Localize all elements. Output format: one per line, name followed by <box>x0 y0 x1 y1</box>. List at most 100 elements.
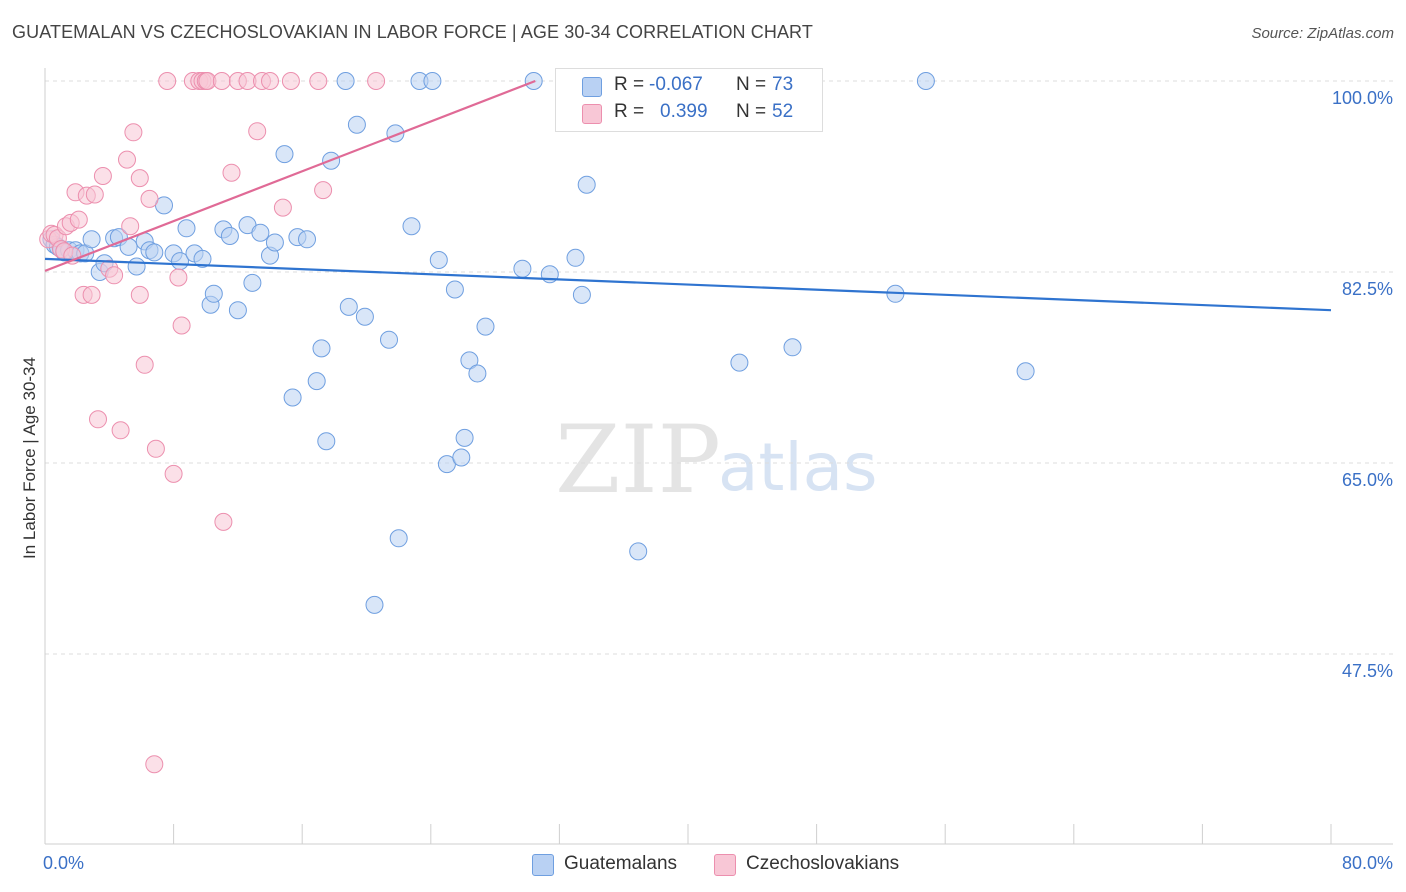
legend-r-label: R = <box>614 74 645 95</box>
czechoslovakians-point <box>82 285 101 304</box>
czechoslovakians-point <box>172 316 191 335</box>
czechoslovakians-point <box>93 167 112 185</box>
czechoslovakians-point <box>69 210 88 229</box>
guatemalans-points <box>42 72 1035 614</box>
axes <box>44 68 1393 845</box>
czechoslovakians-point <box>212 72 231 90</box>
guatemalans-point <box>228 301 247 320</box>
czechoslovakians-point <box>89 410 107 429</box>
guatemalans-point <box>452 448 471 467</box>
legend-label-guatemalans: Guatemalans <box>564 853 678 874</box>
czechoslovakians-point <box>214 512 233 531</box>
czechoslovakians-point <box>140 189 159 208</box>
guatemalans-point <box>127 257 146 276</box>
czechoslovakians-point <box>273 198 292 217</box>
czechoslovakians-point <box>158 72 177 90</box>
guatemalans-point <box>468 364 487 383</box>
tick-labels: 100.0% 82.5% 65.0% 47.5% 0.0% 80.0% <box>43 88 1393 873</box>
guatemalans-point <box>298 230 316 249</box>
watermark: ZIP atlas <box>555 406 877 515</box>
czechoslovakians-point <box>367 72 386 90</box>
watermark-zip: ZIP <box>555 406 721 515</box>
chart-title: GUATEMALAN VS CZECHOSLOVAKIAN IN LABOR F… <box>12 22 813 42</box>
guatemalans-trend-line <box>44 257 1332 312</box>
source-note: Source: ZipAtlas.com <box>1251 25 1394 42</box>
guatemalans-point <box>566 248 585 267</box>
guatemalans-point <box>389 529 408 548</box>
czechoslovakians-point <box>111 421 130 440</box>
guatemalans-point <box>380 330 398 349</box>
czechoslovakians-point <box>222 163 241 182</box>
guatemalans-point <box>336 72 355 90</box>
czechoslovakians-point <box>281 72 300 90</box>
guatemalans-point <box>145 243 164 262</box>
x-tick-label: 0.0% <box>43 853 84 873</box>
legend-n-value: 52 <box>772 101 794 122</box>
legend-label-czechoslovakians: Czechoslovakians <box>746 853 900 874</box>
czechoslovakians-point <box>118 150 136 169</box>
legend-n-label: N = <box>736 74 767 95</box>
czechoslovakians-point <box>85 185 104 204</box>
guatemalans-point <box>423 72 442 90</box>
legend-r-value: 0.399 <box>660 101 708 122</box>
guatemalans-point <box>220 227 239 245</box>
legend-r-label: R = <box>614 101 645 122</box>
guatemalans-point <box>577 175 596 194</box>
guatemalans-point <box>347 115 366 134</box>
czechoslovakians-point <box>105 266 124 285</box>
guatemalans-point <box>572 285 591 304</box>
legend-swatch-czechoslovakians <box>714 854 736 876</box>
guatemalans-point <box>365 595 384 614</box>
czechoslovakians-point <box>261 72 279 90</box>
guatemalans-point <box>339 297 358 316</box>
czechoslovakians-trend-line <box>44 79 536 272</box>
guatemalans-point <box>476 317 495 336</box>
legend-swatch-guatemalans <box>532 854 554 876</box>
legend-n-value: 73 <box>772 74 794 95</box>
czechoslovakians-point <box>124 123 143 142</box>
czechoslovakians-point <box>130 169 149 188</box>
legend-swatch-czechoslovakians <box>582 104 602 124</box>
czechoslovakians-point <box>145 755 164 774</box>
czechoslovakians-point <box>130 285 149 304</box>
guatemalans-point <box>82 230 101 249</box>
legend-n-label: N = <box>736 101 767 122</box>
czechoslovakians-point <box>248 122 267 141</box>
guatemalans-point <box>455 428 474 447</box>
czechoslovakians-point <box>121 217 140 236</box>
guatemalans-point <box>317 432 336 451</box>
guatemalans-point <box>265 233 284 252</box>
guatemalans-point <box>307 372 326 391</box>
y-tick-label: 82.5% <box>1342 279 1393 299</box>
y-tick-label: 65.0% <box>1342 470 1393 490</box>
guatemalans-point <box>445 280 464 299</box>
guatemalans-point <box>1016 362 1035 381</box>
guatemalans-point <box>312 339 331 358</box>
legend-swatch-guatemalans <box>582 77 602 97</box>
guatemalans-point <box>460 351 479 370</box>
gridlines <box>45 80 1393 655</box>
y-tick-label: 47.5% <box>1342 661 1393 681</box>
czechoslovakians-point <box>146 439 165 458</box>
guatemalans-point <box>243 273 262 292</box>
guatemalans-point <box>251 223 270 242</box>
trend-lines <box>44 79 1332 312</box>
watermark-atlas: atlas <box>718 429 878 506</box>
guatemalans-point <box>513 259 532 278</box>
guatemalans-point <box>730 353 749 372</box>
guatemalans-point <box>204 284 223 303</box>
guatemalans-point <box>429 251 448 269</box>
x-tick-label: 80.0% <box>1342 853 1393 873</box>
czechoslovakians-point <box>135 355 154 374</box>
czechoslovakians-point <box>169 268 188 287</box>
guatemalans-point <box>193 249 212 268</box>
guatemalans-point <box>177 219 196 238</box>
legend-row-czechoslovakians: R = 0.399 N = 52 <box>556 100 822 126</box>
legend-row-guatemalans: R = -0.067 N = 73 <box>556 73 822 99</box>
guatemalans-point <box>629 542 648 561</box>
legend-r-value: -0.067 <box>649 74 703 95</box>
guatemalans-point <box>916 72 935 90</box>
correlation-legend: R = -0.067 N = 73 R = 0.399 N = 52 <box>555 68 823 132</box>
czechoslovakians-points <box>39 72 578 774</box>
